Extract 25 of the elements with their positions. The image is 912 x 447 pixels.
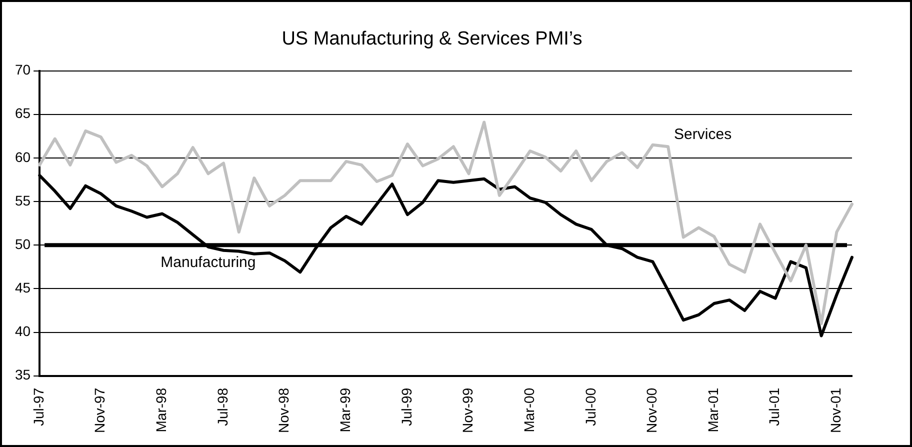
y-tick-label: 50: [14, 236, 31, 252]
y-tick-label: 40: [14, 323, 31, 340]
x-tick-label: Jul-98: [214, 388, 230, 426]
x-tick-label: Nov-99: [460, 388, 476, 434]
series-label: Services: [674, 126, 732, 143]
x-tick-label: Mar-98: [153, 388, 170, 432]
y-tick-label: 45: [14, 280, 31, 296]
x-tick-label: Mar-99: [337, 388, 354, 432]
x-tick-label: Jul-99: [398, 388, 414, 426]
x-tick-label: Jul-01: [766, 388, 782, 426]
y-tick-label: 65: [14, 105, 31, 122]
x-tick-label: Jul-00: [582, 388, 598, 426]
y-tick-label: 70: [14, 62, 31, 78]
x-tick-label: Nov-98: [276, 388, 292, 434]
chart-title: US Manufacturing & Services PMI’s: [282, 28, 582, 50]
y-tick-label: 55: [14, 192, 31, 208]
x-tick-label: Mar-00: [520, 388, 537, 432]
y-tick-label: 35: [14, 366, 31, 383]
x-tick-label: Nov-97: [92, 388, 108, 434]
x-tick-label: Nov-00: [644, 388, 660, 434]
y-tick-label: 60: [14, 148, 31, 165]
x-tick-label: Mar-01: [704, 388, 721, 432]
x-tick-label: Jul-97: [30, 388, 46, 426]
x-tick-label: Nov-01: [828, 388, 844, 434]
series-label: Manufacturing: [160, 254, 256, 272]
